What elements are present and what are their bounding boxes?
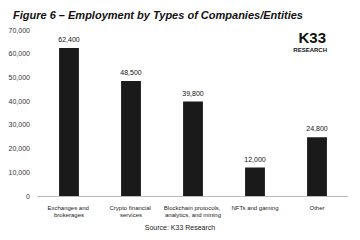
- svg-text:12,000: 12,000: [244, 156, 266, 163]
- svg-text:0: 0: [26, 193, 30, 200]
- svg-text:NFTs and gaming: NFTs and gaming: [231, 205, 278, 211]
- svg-text:K33: K33: [298, 29, 326, 46]
- svg-text:services: services: [120, 212, 142, 218]
- svg-text:48,500: 48,500: [120, 69, 142, 76]
- svg-text:RESEARCH: RESEARCH: [293, 47, 327, 53]
- svg-text:analytics, and mining: analytics, and mining: [165, 212, 221, 218]
- svg-text:brokerages: brokerages: [54, 212, 84, 218]
- svg-text:Exchanges and: Exchanges and: [47, 205, 90, 211]
- svg-text:Figure 6 – Employment by Types: Figure 6 – Employment by Types of Compan…: [13, 9, 303, 21]
- svg-text:Crypto financial: Crypto financial: [109, 205, 152, 211]
- svg-text:50,000: 50,000: [9, 74, 31, 81]
- svg-text:40,000: 40,000: [9, 98, 31, 105]
- svg-text:62,400: 62,400: [58, 36, 80, 43]
- svg-text:60,000: 60,000: [9, 50, 31, 57]
- svg-text:10,000: 10,000: [9, 169, 31, 176]
- svg-text:20,000: 20,000: [9, 145, 31, 152]
- svg-text:30,000: 30,000: [9, 121, 31, 128]
- svg-text:70,000: 70,000: [9, 27, 31, 34]
- svg-text:Source: K33 Research: Source: K33 Research: [145, 224, 216, 231]
- svg-text:Other: Other: [309, 205, 324, 211]
- svg-text:Blockchain protocols,: Blockchain protocols,: [164, 205, 222, 211]
- svg-text:39,800: 39,800: [182, 90, 204, 97]
- svg-text:24,800: 24,800: [306, 125, 328, 132]
